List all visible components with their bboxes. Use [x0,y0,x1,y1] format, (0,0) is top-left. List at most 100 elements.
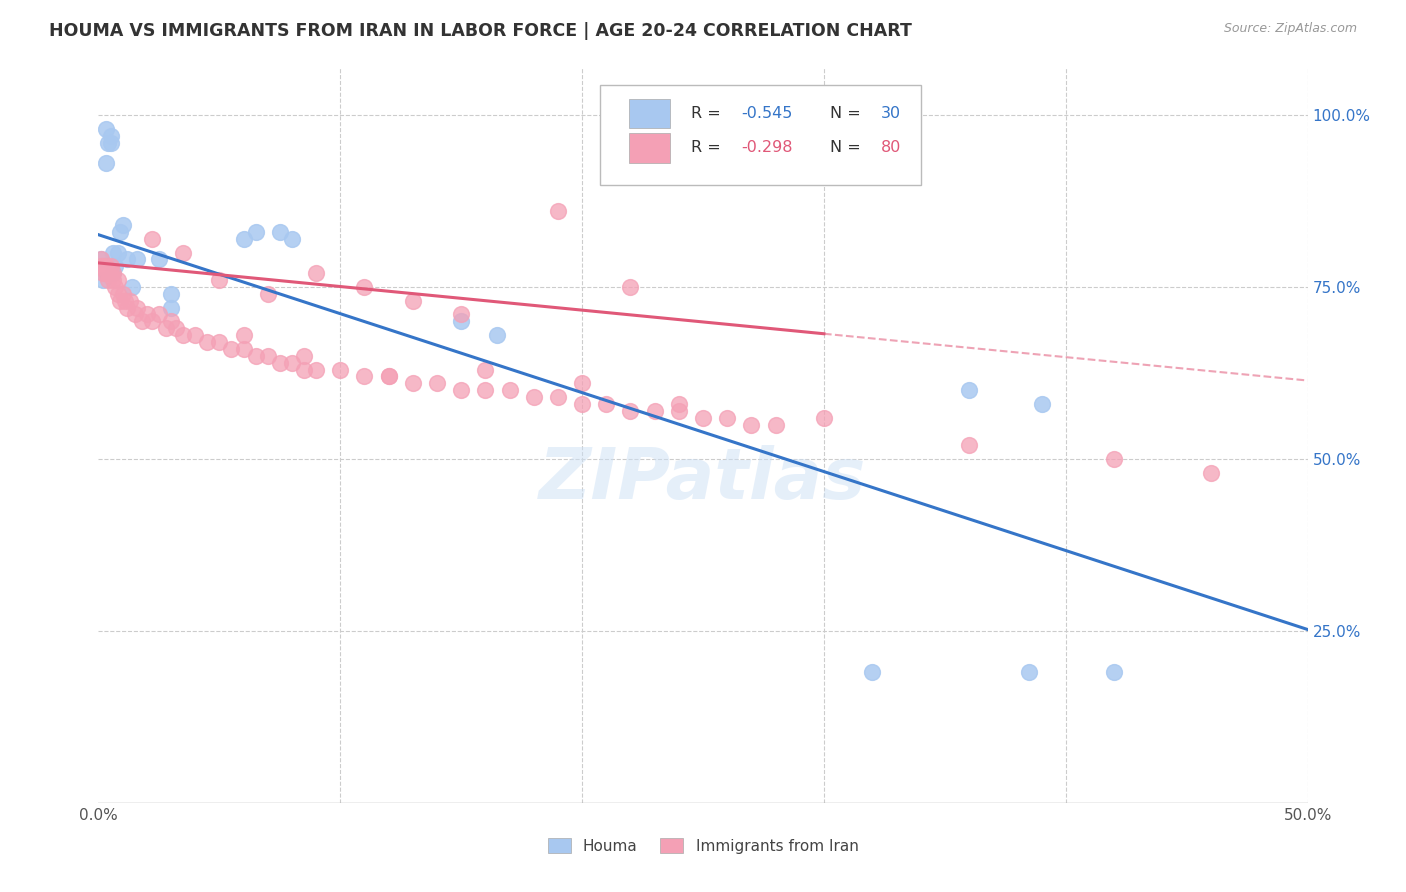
Point [97,273,120,287]
FancyBboxPatch shape [600,86,921,185]
Point [160,301,183,315]
Text: -0.545: -0.545 [742,106,793,120]
Point [100,260,122,274]
Text: 30: 30 [880,106,901,120]
Point [486,328,509,343]
Point [716,410,738,425]
Point [100,136,122,150]
Point [256,349,278,363]
Point [571,397,593,411]
Point [353,280,375,294]
Point [1102,451,1125,466]
Point [124,308,146,322]
Point [245,349,267,363]
Legend: Houma, Immigrants from Iran: Houma, Immigrants from Iran [540,830,866,862]
Point [547,204,569,219]
Text: R =: R = [690,106,725,120]
Point [245,225,267,239]
Point [90,260,112,274]
Text: R =: R = [690,140,725,155]
Point [305,362,328,376]
Point [90,252,112,267]
Point [232,328,254,343]
Point [117,252,139,267]
Point [305,266,328,280]
Point [619,404,641,418]
Point [108,225,131,239]
Point [232,232,254,246]
Point [111,286,134,301]
Point [474,383,496,397]
FancyBboxPatch shape [630,133,671,162]
Point [281,356,304,370]
Point [668,397,690,411]
Text: HOUMA VS IMMIGRANTS FROM IRAN IN LABOR FORCE | AGE 20-24 CORRELATION CHART: HOUMA VS IMMIGRANTS FROM IRAN IN LABOR F… [49,22,912,40]
Point [1031,397,1053,411]
Point [269,225,291,239]
Point [498,383,520,397]
Point [91,260,114,274]
FancyBboxPatch shape [630,98,671,128]
Point [377,369,399,384]
Point [692,410,714,425]
Point [121,280,143,294]
Point [107,245,129,260]
Point [160,314,183,328]
Text: ZIPatlas: ZIPatlas [540,444,866,514]
Point [523,390,546,404]
Point [426,376,449,391]
Point [740,417,762,432]
Point [221,342,243,356]
Point [957,438,980,452]
Point [104,260,127,274]
Point [101,266,124,280]
Point [765,417,787,432]
Point [172,245,194,260]
Point [860,665,883,680]
Point [813,410,835,425]
Point [148,308,170,322]
Point [101,245,124,260]
Point [131,314,153,328]
Point [101,273,124,287]
Point [402,293,425,308]
Point [377,369,399,384]
Point [118,293,141,308]
Point [450,308,472,322]
Point [1102,665,1125,680]
Point [97,266,120,280]
Point [644,404,666,418]
Point [165,321,187,335]
Point [184,328,207,343]
Point [94,121,117,136]
Point [90,252,112,267]
Point [111,218,134,232]
Point [155,321,177,335]
Point [281,232,304,246]
Point [402,376,425,391]
Point [107,286,129,301]
Point [97,136,120,150]
Point [208,273,231,287]
Point [668,404,690,418]
Point [127,252,149,267]
Point [172,328,194,343]
Text: 80: 80 [880,140,901,155]
Point [100,266,122,280]
Point [547,390,569,404]
Point [474,362,496,376]
Point [957,383,980,397]
Point [292,362,315,376]
Point [450,383,472,397]
Point [114,293,136,308]
Point [141,314,163,328]
Point [104,280,127,294]
Point [208,334,231,349]
Point [91,266,114,280]
Point [269,356,291,370]
Point [256,286,278,301]
Point [91,273,114,287]
Point [135,308,157,322]
Point [141,232,163,246]
Text: Source: ZipAtlas.com: Source: ZipAtlas.com [1223,22,1357,36]
